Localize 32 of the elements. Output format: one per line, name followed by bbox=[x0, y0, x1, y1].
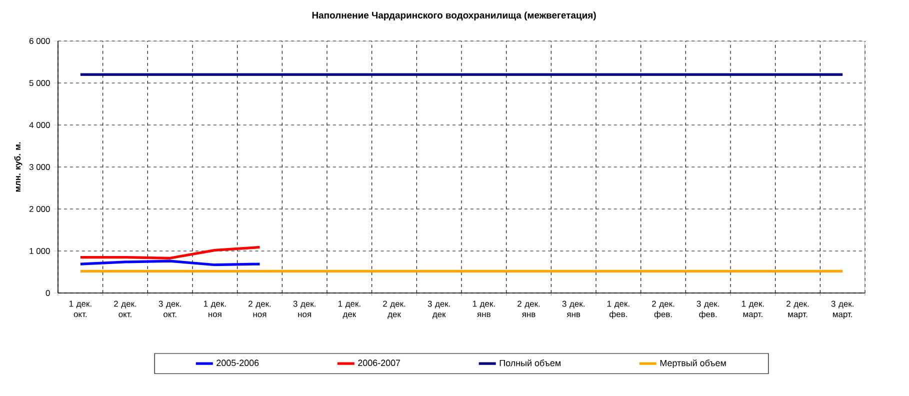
chart-title: Наполнение Чардаринского водохранилища (межвегетация) bbox=[312, 12, 596, 20]
x-tick-label: 2 дек. ноя bbox=[248, 300, 271, 318]
y-tick-label: 1 000 bbox=[30, 248, 50, 254]
x-tick-label: 1 дек. янв bbox=[472, 300, 495, 318]
x-tick-label: 3 дек. окт. bbox=[158, 300, 181, 318]
x-tick-label: 3 дек. фев. bbox=[696, 300, 719, 319]
y-tick-label: 3 000 bbox=[29, 164, 50, 170]
x-tick-label: 3 дек. ноя bbox=[293, 300, 316, 318]
y-tick-label: 2 000 bbox=[29, 206, 50, 212]
legend-label: Полный объем bbox=[500, 359, 560, 366]
x-tick-label: 2 дек. окт. bbox=[114, 300, 136, 318]
legend-label: 2005-2006 bbox=[216, 360, 259, 366]
x-tick-label: 2 дек. фев. bbox=[652, 300, 674, 319]
x-tick-label: 2 дек. март. bbox=[786, 300, 809, 319]
x-tick-label: 1 дек. ноя bbox=[204, 300, 226, 318]
x-tick-label: 2 дек. дек bbox=[383, 300, 406, 319]
x-tick-label: 1 дек. дек bbox=[338, 300, 360, 319]
x-tick-label: 1 дек. фев. bbox=[607, 300, 630, 319]
x-tick-label: 2 дек. янв bbox=[518, 300, 540, 318]
line-series bbox=[79, 246, 262, 260]
y-tick-label: 4 000 bbox=[29, 122, 50, 128]
legend-label: 2006-2007 bbox=[358, 360, 400, 366]
x-tick-label: 3 дек. март. bbox=[831, 300, 854, 319]
x-tick-label: 1 дек. окт. bbox=[69, 300, 92, 318]
x-tick-label: 3 дек. дек bbox=[428, 300, 450, 319]
y-tick-label: 0 bbox=[46, 290, 50, 296]
x-tick-label: 3 дек. янв bbox=[562, 300, 584, 318]
y-tick-label: 6 000 bbox=[29, 38, 50, 44]
x-tick-label: 1 дек. март. bbox=[742, 300, 764, 319]
y-tick-label: 5 000 bbox=[29, 80, 50, 86]
legend-label: Мертвый объем bbox=[660, 359, 726, 368]
y-axis-title: млн. куб. м. bbox=[14, 142, 22, 192]
